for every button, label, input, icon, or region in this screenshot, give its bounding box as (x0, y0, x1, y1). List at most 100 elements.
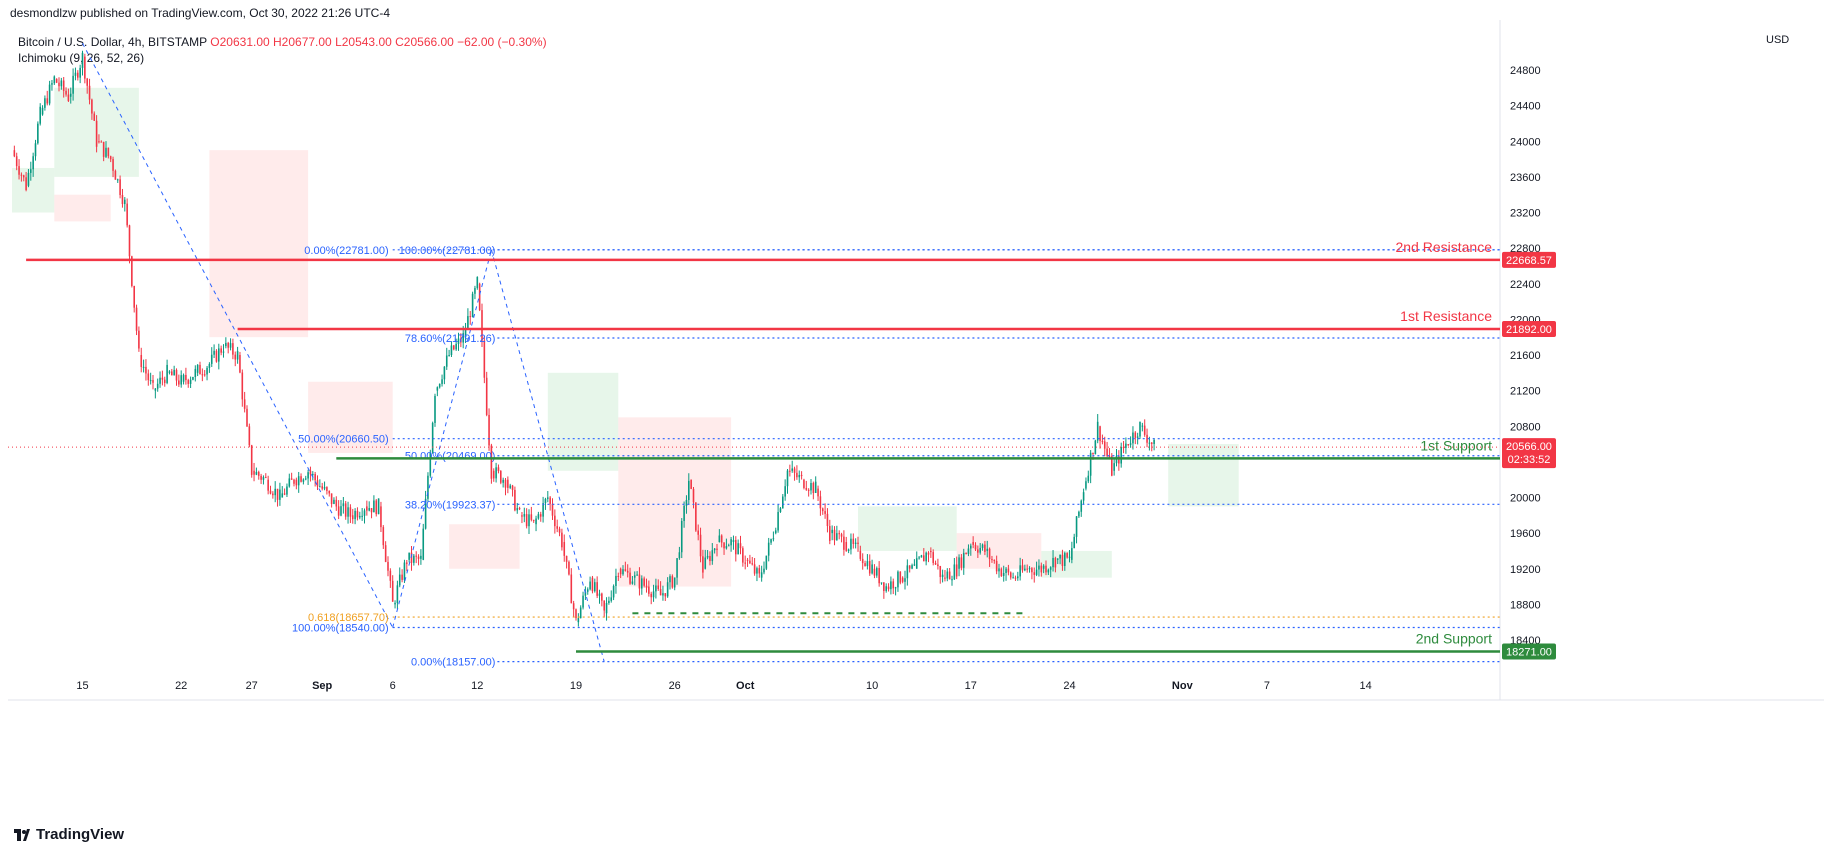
candle-body (377, 498, 380, 515)
candle-body (1089, 452, 1092, 476)
candle-body (941, 574, 944, 578)
candle-body (537, 514, 540, 519)
candle-body (539, 514, 542, 517)
candle-body (960, 557, 963, 568)
candle-body (1120, 447, 1122, 464)
candle-body (864, 563, 866, 567)
ichimoku-cloud (858, 506, 957, 551)
candle-body (821, 508, 824, 512)
candle-body (523, 514, 526, 517)
candle-body (610, 597, 613, 601)
candle-body (1094, 440, 1097, 455)
y-tick-label: 24800 (1510, 65, 1541, 77)
candle-body (925, 552, 927, 562)
candle-body (659, 589, 662, 596)
candle-body (549, 497, 551, 504)
candle-body (1031, 568, 1033, 573)
candle-body (502, 479, 504, 483)
candle-body (1111, 456, 1113, 476)
candle-body (326, 487, 328, 491)
candle-body (227, 342, 229, 348)
candle-body (72, 75, 74, 94)
candle-body (530, 514, 533, 520)
candle-body (645, 585, 648, 588)
candle-body (702, 556, 704, 573)
candle-body (359, 515, 361, 518)
candle-body (262, 477, 265, 480)
y-tick-label: 24000 (1510, 136, 1541, 148)
candle-body (206, 367, 208, 375)
candle-body (140, 355, 143, 368)
candle-body (772, 538, 775, 540)
candle-body (1143, 425, 1146, 435)
candle-body (203, 374, 206, 376)
candle-body (885, 586, 887, 592)
candle-body (638, 574, 641, 589)
legend-indicator[interactable]: Ichimoku (9, 26, 52, 26) (18, 51, 145, 65)
candle-body (368, 508, 370, 511)
candle-body (302, 479, 305, 482)
price-tag: 22668.57 (1506, 255, 1552, 267)
candle-body (398, 574, 401, 586)
candle-body (908, 565, 911, 569)
candle-body (878, 568, 880, 584)
tradingview-footer: TradingView (14, 826, 124, 843)
candle-body (474, 288, 476, 294)
candle-body (166, 364, 168, 383)
candle-body (892, 581, 895, 589)
candle-body (293, 479, 295, 484)
candle-body (126, 203, 128, 226)
y-tick-label: 19200 (1510, 564, 1541, 576)
candle-body (159, 377, 161, 384)
candle-body (915, 558, 918, 569)
candle-body (199, 364, 201, 375)
candle-body (457, 338, 460, 344)
y-tick-label: 20000 (1510, 493, 1541, 505)
candle-body (309, 470, 312, 475)
candle-body (497, 467, 500, 472)
candle-body (725, 546, 728, 549)
candle-body (657, 585, 660, 590)
candle-body (88, 85, 91, 100)
candle-body (509, 485, 511, 488)
candle-body (793, 468, 796, 473)
candle-body (619, 568, 622, 575)
fib-left-label: 0.00%(22781.00) (304, 245, 388, 257)
candle-body (333, 499, 335, 504)
candle-body (41, 107, 44, 115)
candle-body (349, 507, 352, 517)
candle-body (810, 483, 812, 491)
candle-body (744, 562, 746, 564)
current-price-tag-bg (1502, 438, 1556, 469)
candle-body (58, 82, 60, 87)
candle-body (105, 147, 107, 157)
candle-body (467, 316, 469, 330)
candle-body (361, 515, 363, 517)
ichimoku-cloud (54, 194, 111, 222)
candle-body (438, 383, 441, 388)
candle-body (389, 570, 392, 581)
candle-body (643, 578, 645, 586)
candle-body (283, 493, 286, 495)
candle-body (713, 548, 716, 551)
candle-body (1136, 436, 1139, 438)
candle-body (716, 548, 718, 550)
x-tick-label: 15 (76, 680, 88, 692)
candle-body (671, 576, 674, 588)
candle-body (297, 476, 300, 486)
legend-symbol[interactable]: Bitcoin / U.S. Dollar, 4h, BITSTAMP (18, 35, 207, 49)
candle-body (156, 383, 159, 389)
candle-body (579, 607, 582, 619)
candle-body (887, 586, 890, 590)
candle-body (718, 535, 721, 543)
candle-body (288, 478, 291, 487)
candle-body (495, 467, 497, 479)
candle-body (154, 388, 157, 391)
candle-body (518, 508, 521, 510)
candle-body (504, 479, 507, 488)
candle-body (751, 563, 754, 565)
candle-body (250, 445, 253, 475)
candle-body (396, 585, 399, 603)
candle-body (854, 542, 857, 544)
